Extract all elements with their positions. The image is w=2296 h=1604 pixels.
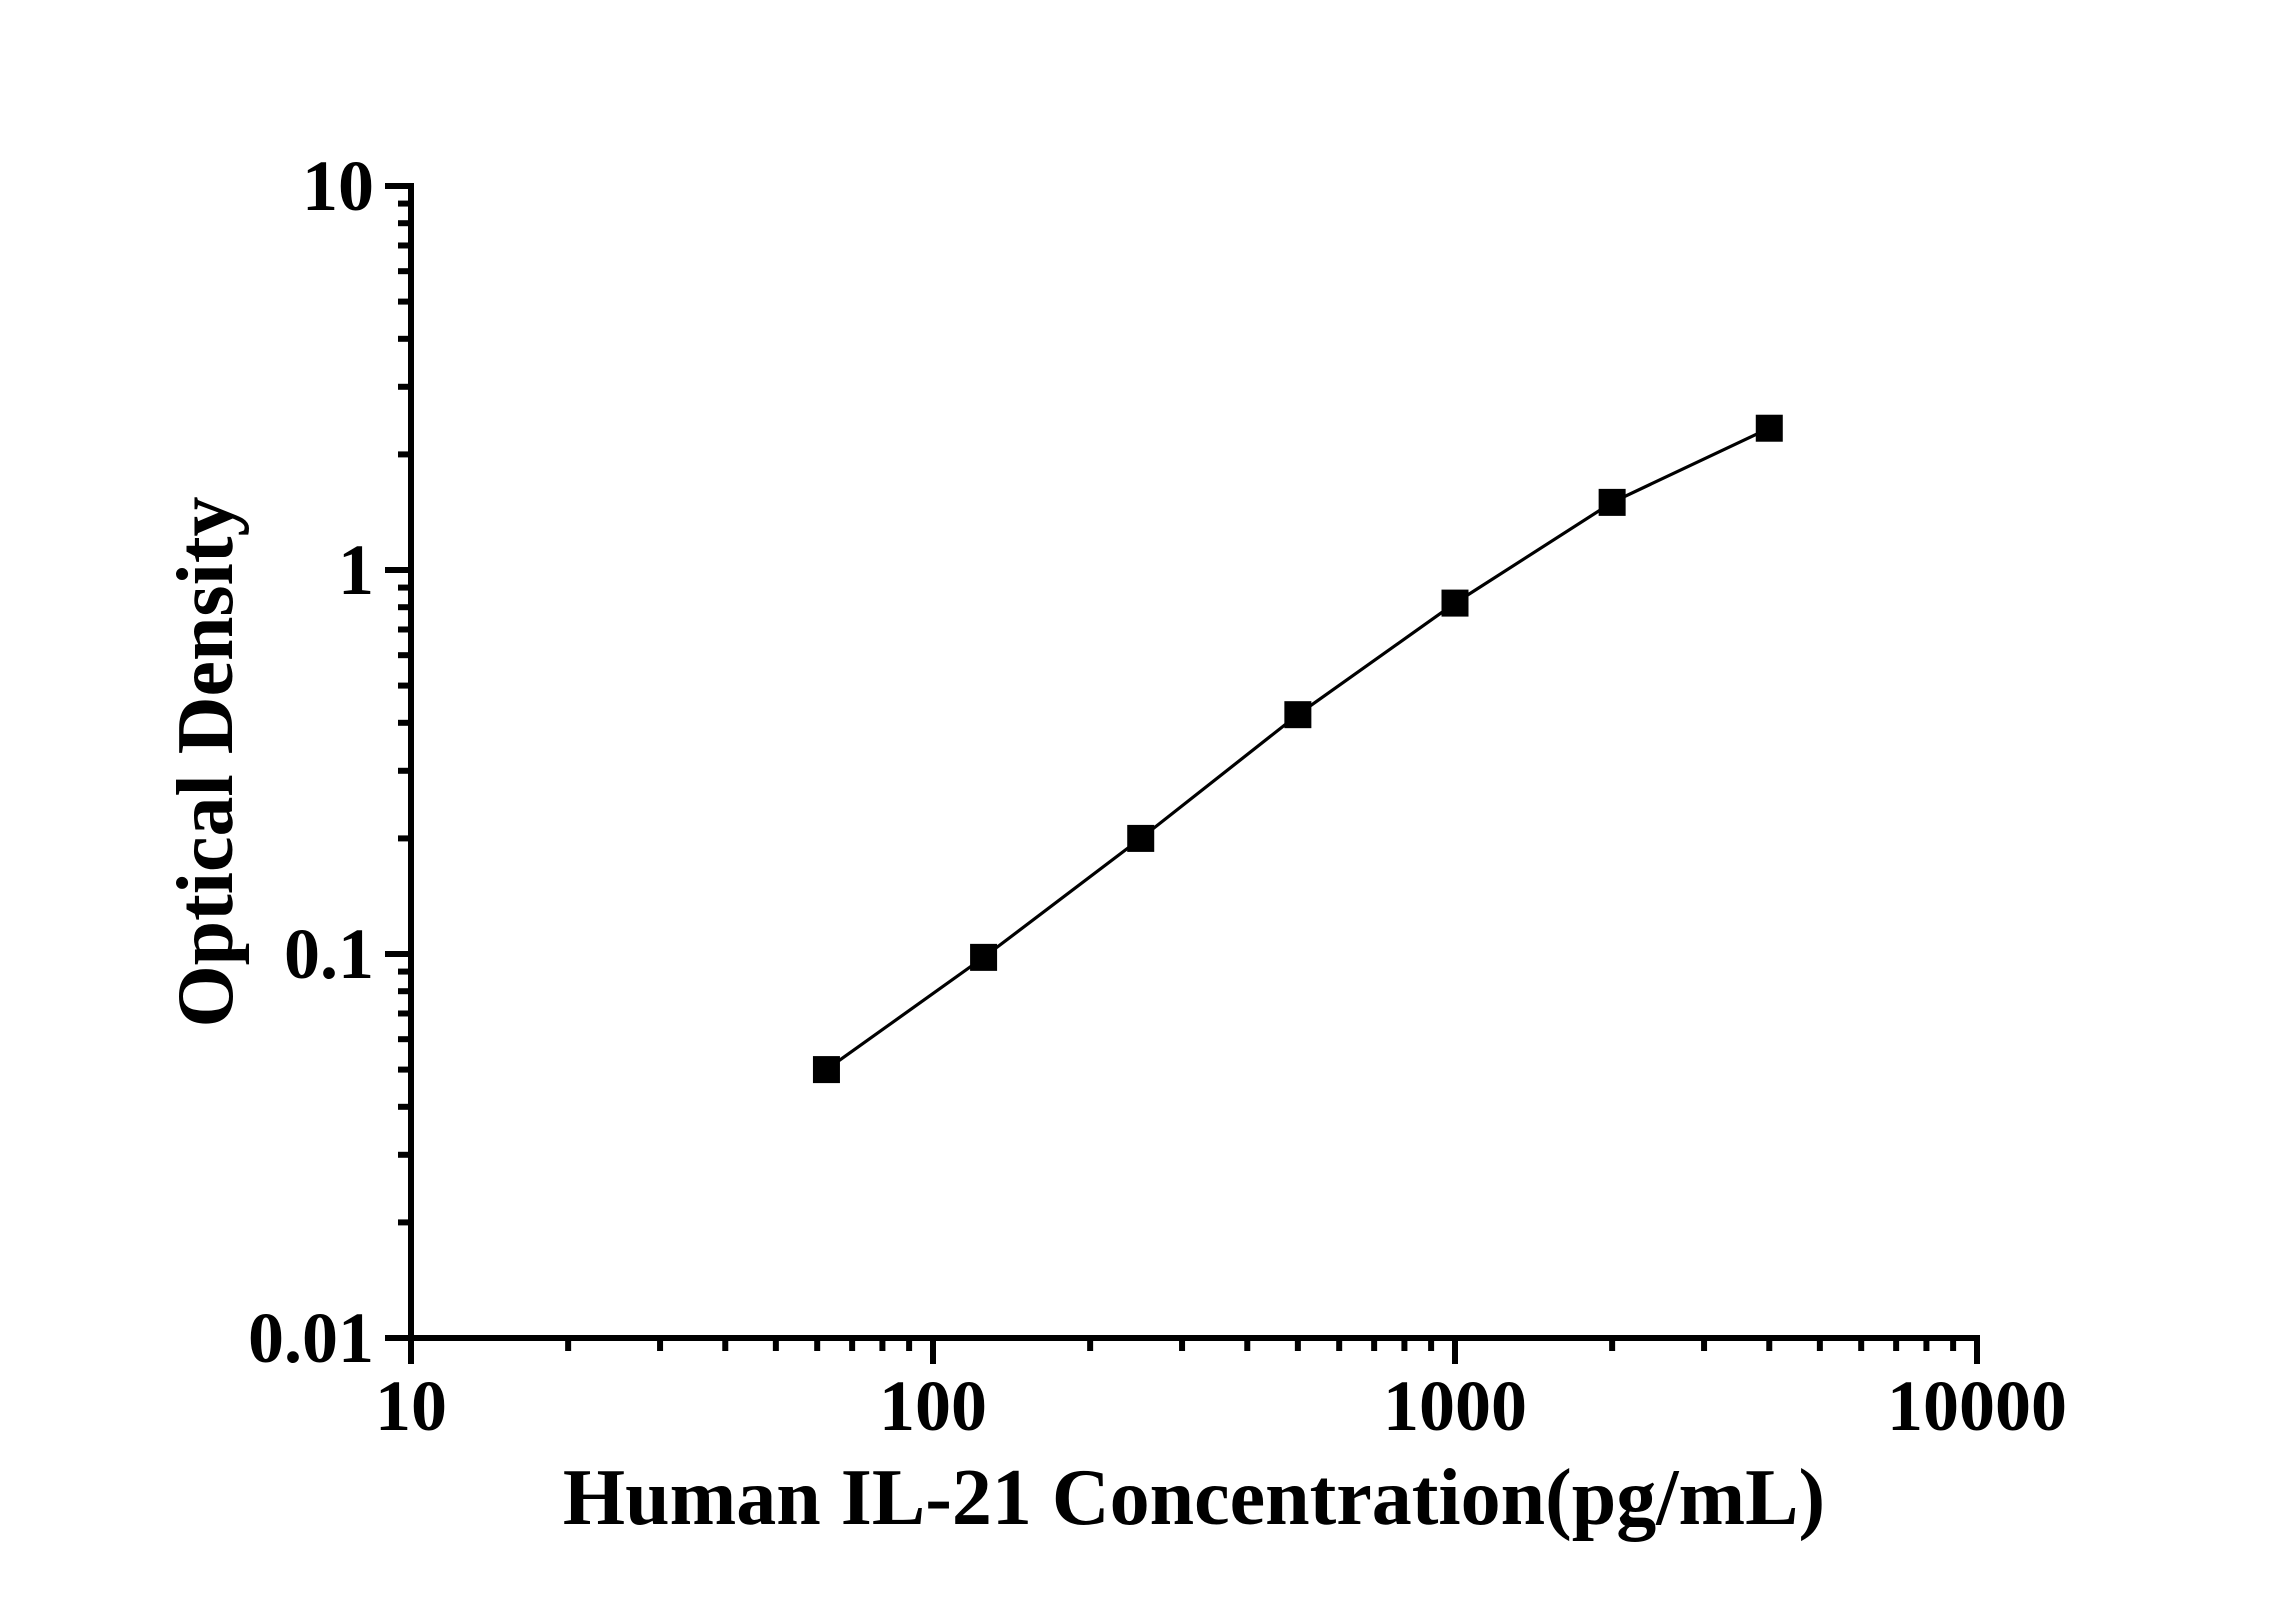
data-point-marker — [1755, 414, 1783, 442]
y-tick-label-1: 1 — [338, 530, 374, 610]
axes-layer — [385, 183, 1980, 1364]
x-tick-label-10000: 10000 — [1887, 1366, 2067, 1446]
data-point-marker — [1441, 589, 1469, 617]
data-point-marker — [1127, 824, 1155, 852]
data-point-marker — [970, 943, 998, 971]
data-point-marker — [812, 1056, 840, 1084]
y-tick-label-10: 10 — [302, 146, 374, 226]
data-point-marker — [1598, 488, 1626, 516]
y-tick-label-0.01: 0.01 — [248, 1298, 374, 1378]
data-point-marker — [1284, 701, 1312, 729]
y-axis-title: Optical Density — [162, 496, 250, 1027]
curve-series-layer — [812, 414, 1783, 1084]
x-tick-label-10: 10 — [375, 1366, 447, 1446]
x-tick-label-1000: 1000 — [1383, 1366, 1527, 1446]
curve-line — [825, 426, 1770, 1071]
x-tick-label-100: 100 — [879, 1366, 987, 1446]
x-axis-title: Human IL-21 Concentration(pg/mL) — [563, 1454, 1825, 1542]
y-tick-label-0.1: 0.1 — [284, 914, 374, 994]
